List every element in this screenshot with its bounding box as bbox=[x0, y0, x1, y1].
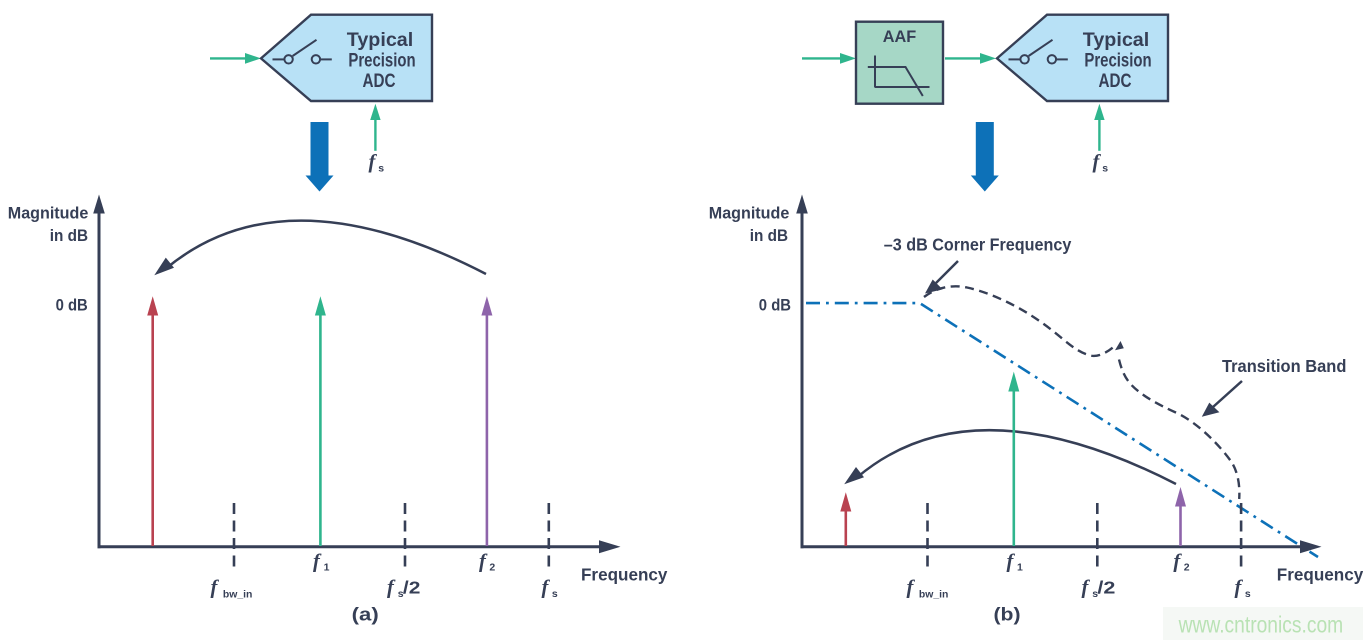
svg-text:Magnitude: Magnitude bbox=[709, 204, 790, 223]
svg-text:1: 1 bbox=[324, 561, 330, 573]
svg-text:s: s bbox=[1245, 588, 1251, 600]
svg-text:0 dB: 0 dB bbox=[56, 296, 88, 315]
svg-text:f: f bbox=[313, 550, 322, 572]
svg-text:in dB: in dB bbox=[750, 226, 788, 245]
svg-text:Precision: Precision bbox=[348, 49, 415, 71]
svg-text:f: f bbox=[1093, 151, 1102, 173]
svg-text:www.cntronics.com: www.cntronics.com bbox=[1178, 612, 1343, 638]
svg-text:ADC: ADC bbox=[363, 70, 396, 92]
svg-text:f: f bbox=[479, 550, 488, 572]
svg-text:–3 dB Corner Frequency: –3 dB Corner Frequency bbox=[884, 235, 1072, 255]
svg-text:1: 1 bbox=[1017, 561, 1023, 573]
svg-text:Frequency: Frequency bbox=[581, 564, 668, 584]
svg-text:in dB: in dB bbox=[50, 226, 88, 245]
svg-text:s: s bbox=[552, 588, 558, 600]
svg-text:(a): (a) bbox=[352, 605, 379, 625]
svg-text:f: f bbox=[1173, 550, 1182, 572]
svg-text:Frequency: Frequency bbox=[1277, 564, 1363, 584]
svg-text:2: 2 bbox=[1184, 561, 1190, 573]
svg-text:f: f bbox=[1082, 577, 1091, 599]
svg-text:s: s bbox=[378, 162, 384, 174]
svg-text:Precision: Precision bbox=[1084, 49, 1151, 71]
svg-text:f: f bbox=[542, 577, 551, 599]
svg-text:Magnitude: Magnitude bbox=[8, 204, 89, 223]
svg-text:f: f bbox=[211, 577, 220, 599]
svg-text:bw_in: bw_in bbox=[223, 589, 253, 601]
svg-text:0 dB: 0 dB bbox=[759, 296, 791, 315]
svg-text:bw_in: bw_in bbox=[919, 589, 949, 601]
svg-text:f: f bbox=[369, 151, 378, 173]
svg-text:Typical: Typical bbox=[1083, 29, 1150, 51]
svg-text:AAF: AAF bbox=[883, 27, 917, 46]
svg-text:s: s bbox=[1092, 588, 1098, 600]
svg-text:f: f bbox=[387, 577, 396, 599]
svg-text:f: f bbox=[907, 577, 916, 599]
svg-text:(b): (b) bbox=[994, 605, 1021, 625]
svg-text:s: s bbox=[398, 588, 404, 600]
svg-text:/2: /2 bbox=[403, 578, 421, 598]
svg-text:s: s bbox=[1102, 162, 1108, 174]
svg-text:f: f bbox=[1007, 550, 1016, 572]
svg-text:Transition Band: Transition Band bbox=[1222, 356, 1346, 376]
svg-text:2: 2 bbox=[489, 561, 495, 573]
svg-text:ADC: ADC bbox=[1099, 70, 1132, 92]
svg-text:/2: /2 bbox=[1097, 578, 1115, 598]
svg-text:Typical: Typical bbox=[347, 29, 414, 51]
svg-text:f: f bbox=[1235, 577, 1244, 599]
